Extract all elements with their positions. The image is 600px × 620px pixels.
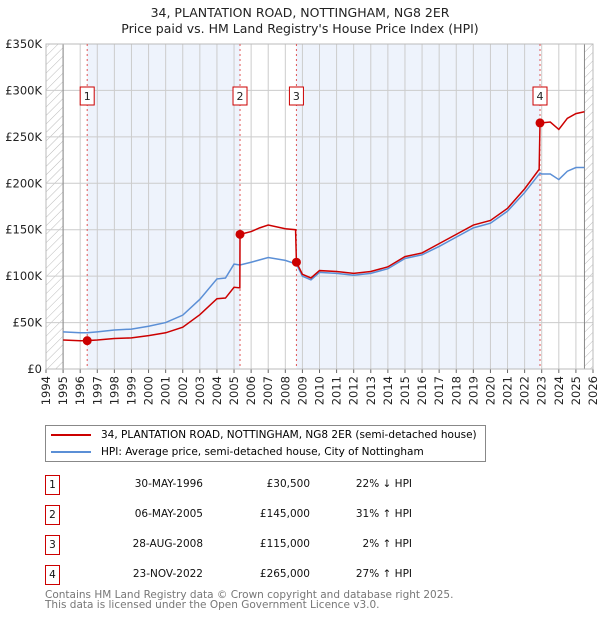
footer-licence: This data is licensed under the Open Gov…: [45, 599, 380, 611]
y-tick-label: £50K: [13, 316, 43, 330]
sale-date: 23-NOV-2022: [132, 568, 203, 580]
x-tick-label: 1995: [56, 376, 70, 405]
x-tick-label: 1999: [124, 376, 138, 405]
x-tick-label: 2010: [313, 376, 327, 405]
x-tick-label: 2002: [176, 376, 190, 405]
x-tick-label: 2023: [535, 376, 549, 405]
sale-label-4: 4: [537, 90, 544, 103]
x-tick-label: 2005: [227, 376, 241, 405]
sale-hpi-diff: 2% ↑ HPI: [362, 538, 412, 550]
legend-item-hpi: HPI: Average price, semi-detached house,…: [46, 444, 424, 460]
sale-date: 30-MAY-1996: [134, 478, 203, 490]
ownership-band-1: [87, 44, 241, 369]
x-tick-label: 2007: [261, 376, 275, 405]
sale-point-1: [82, 336, 92, 346]
x-tick-label: 2000: [142, 376, 156, 405]
x-tick-label: 1996: [73, 376, 87, 405]
x-tick-label: 2017: [432, 376, 446, 405]
x-tick-label: 2001: [159, 376, 173, 405]
legend-label-property: 34, PLANTATION ROAD, NOTTINGHAM, NG8 2ER…: [101, 429, 477, 441]
chart-title: 34, PLANTATION ROAD, NOTTINGHAM, NG8 2ER: [150, 5, 450, 20]
sale-label-box-3: [288, 86, 304, 106]
sale-label-1: 1: [84, 90, 91, 103]
x-tick-label: 2006: [244, 376, 258, 405]
x-tick-label: 2008: [278, 376, 292, 405]
x-tick-label: 2026: [586, 376, 600, 405]
x-tick-label: 2025: [569, 376, 583, 405]
x-tick-label: 2018: [449, 376, 463, 405]
x-tick-label: 2015: [398, 376, 412, 405]
y-tick-label: £100K: [5, 269, 42, 283]
price-chart: £0 £50K £100K £150K £200K £250K £300K £350K 1994…: [5, 37, 600, 405]
sale-label-box-4: [532, 86, 548, 106]
sale-number: 1: [45, 475, 60, 495]
x-tick-label: 2003: [193, 376, 207, 405]
sale-date: 28-AUG-2008: [132, 538, 203, 550]
sale-price: £145,000: [259, 508, 310, 520]
sale-number: 4: [45, 565, 60, 585]
x-tick-label: 2019: [466, 376, 480, 405]
x-tick-label: 2014: [381, 376, 395, 405]
sale-date: 06-MAY-2005: [134, 508, 203, 520]
x-tick-label: 2021: [501, 376, 515, 405]
sale-number: 3: [45, 535, 60, 555]
sale-price: £265,000: [259, 568, 310, 580]
x-tick-label: 2016: [415, 376, 429, 405]
legend: 34, PLANTATION ROAD, NOTTINGHAM, NG8 2ER…: [45, 425, 486, 462]
footer-copyright: Contains HM Land Registry data © Crown c…: [45, 589, 454, 601]
x-tick-label: 2024: [552, 376, 566, 405]
y-tick-label: £200K: [5, 176, 42, 190]
y-tick-label: £150K: [5, 223, 42, 237]
chart-subtitle: Price paid vs. HM Land Registry's House …: [121, 21, 479, 36]
sale-hpi-diff: 22% ↓ HPI: [355, 478, 412, 490]
sale-price: £115,000: [259, 538, 310, 550]
y-tick-label: £0: [27, 362, 42, 376]
x-tick-label: 1997: [90, 376, 104, 405]
x-tick-label: 2020: [483, 376, 497, 405]
sale-point-2: [235, 229, 245, 239]
sale-price: £30,500: [266, 478, 310, 490]
ownership-band-3: [296, 44, 541, 369]
sale-number: 2: [45, 505, 60, 525]
x-tick-label: 2012: [347, 376, 361, 405]
sale-point-3: [291, 257, 301, 267]
hatch-after-data: [584, 44, 593, 369]
legend-label-hpi: HPI: Average price, semi-detached house,…: [101, 446, 424, 458]
y-tick-label: £350K: [5, 37, 42, 51]
sale-hpi-diff: 27% ↑ HPI: [355, 568, 412, 580]
y-tick-label: £300K: [5, 83, 42, 97]
legend-swatch-property: [51, 434, 91, 436]
sale-label-2: 2: [237, 90, 244, 103]
sale-label-box-1: [79, 86, 95, 106]
property-line: [63, 111, 585, 342]
sale-label-box-2: [232, 86, 248, 106]
legend-swatch-hpi: [51, 451, 91, 453]
x-tick-label: 1998: [107, 376, 121, 405]
hatch-before-data: [46, 44, 64, 369]
sale-hpi-diff: 31% ↑ HPI: [355, 508, 412, 520]
y-tick-label: £250K: [5, 130, 42, 144]
x-tick-label: 1994: [39, 376, 53, 405]
x-tick-label: 2009: [295, 376, 309, 405]
x-tick-label: 2022: [518, 376, 532, 405]
sale-point-4: [535, 118, 545, 128]
legend-item-property: 34, PLANTATION ROAD, NOTTINGHAM, NG8 2ER…: [46, 427, 477, 443]
plot-frame: [45, 43, 594, 370]
x-tick-label: 2013: [364, 376, 378, 405]
x-tick-label: 2004: [210, 376, 224, 405]
x-tick-label: 2011: [330, 376, 344, 405]
sale-label-3: 3: [293, 90, 300, 103]
hpi-line: [63, 166, 585, 334]
